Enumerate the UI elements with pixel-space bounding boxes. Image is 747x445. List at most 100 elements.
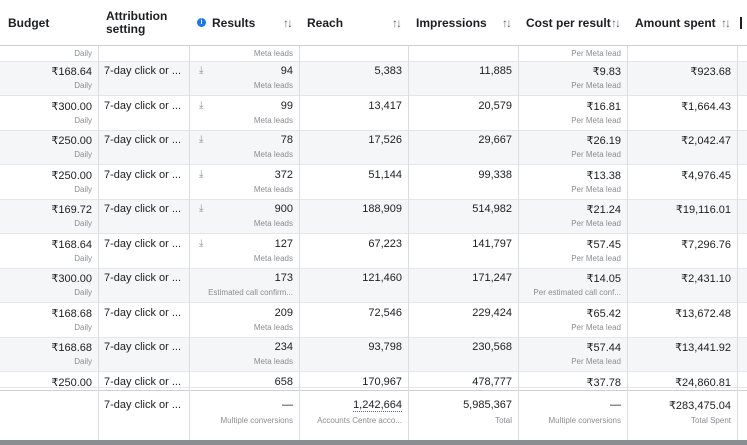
download-icon[interactable]: ⤓ [199,203,204,214]
sort-icon[interactable]: ↑↓ [611,15,621,30]
table-row[interactable]: ₹250.00 7-day click or ... 658 170,967 478,7… [0,373,747,389]
column-header-budget[interactable]: Budget [0,0,98,45]
table-row[interactable]: ₹169.72 Daily 7-day click or ... ⤓ 900 Meta l… [0,200,747,234]
results-value: 127 [274,237,293,250]
totals-impressions-sub: Total [495,416,512,425]
reach-value: 72,546 [368,306,402,319]
reach-value: 17,526 [368,134,402,146]
attribution-setting: 7-day click or ... [104,272,182,284]
cost-per-result-value: ₹9.83 [592,66,621,78]
totals-cost-per-result-sub: Multiple conversions [548,416,621,425]
column-header-reach[interactable]: Reach ↑↓ [299,0,408,45]
cost-per-result-type: Per Meta lead [571,81,621,90]
column-header-attribution[interactable]: Attribution setting [98,0,189,45]
table-row[interactable]: ₹250.00 Daily 7-day click or ... ⤓ 372 Meta l… [0,166,747,200]
column-divider [408,0,409,440]
reach-value: 13,417 [368,99,402,112]
budget-value: ₹168.64 [51,238,92,251]
table-row[interactable]: ₹300.00 Daily 7-day click or ... ⤓ 99 Meta le… [0,97,747,131]
download-icon[interactable]: ⤓ [199,168,204,180]
amount-spent-value: ₹2,042.47 [681,135,731,147]
table-row[interactable]: ₹168.68 Daily 7-day click or ... 234 Meta le… [0,338,747,372]
column-divider [98,0,99,440]
cost-per-result-type: Per Meta lead [571,184,621,194]
column-header-label: Amount spent [635,15,716,30]
sort-icon[interactable]: ↑↓ [392,15,402,30]
table-row-partial[interactable]: Daily Meta leads Per Meta lead [0,46,747,62]
budget-period: Daily [74,288,92,297]
result-type: Meta leads [253,49,293,58]
reach-value: 121,460 [362,272,402,284]
results-value: 94 [280,65,293,77]
column-header-next-partial[interactable] [737,0,747,45]
totals-impressions: 5,985,367 [463,399,512,411]
reach-value: 67,223 [368,237,402,250]
cost-per-result-type: Per Meta lead [571,322,621,332]
column-header-impressions[interactable]: Impressions ↑↓ [408,0,518,45]
amount-spent-value: ₹1,664.43 [681,100,731,113]
horizontal-scrollbar[interactable] [0,440,747,445]
budget-period: Daily [74,322,92,332]
results-value: 78 [280,134,293,146]
budget-period: Daily [74,357,92,366]
budget-period: Daily [74,49,92,58]
column-header-results[interactable]: i Results ↑↓ [189,0,299,45]
budget-period: Daily [74,115,92,125]
results-value: 372 [274,168,293,181]
results-value: 658 [274,375,293,388]
table-row[interactable]: ₹168.68 Daily 7-day click or ... 209 Meta le… [0,304,747,338]
cost-per-result-type: Per Meta lead [571,49,621,58]
budget-value: ₹168.68 [51,307,92,320]
download-icon[interactable]: ⤓ [199,65,204,76]
sort-icon[interactable]: ↑↓ [283,15,293,30]
download-icon[interactable]: ⤓ [199,99,204,111]
cost-per-result-type: Per Meta lead [571,115,621,125]
impressions-value: 99,338 [478,168,512,181]
table-row[interactable]: ₹300.00 Daily 7-day click or ... 173 Estimat… [0,269,747,303]
amount-spent-value: ₹923.68 [690,66,731,78]
table-row[interactable]: ₹168.64 Daily 7-day click or ... ⤓ 94 Meta le… [0,62,747,96]
result-type: Meta leads [253,357,293,366]
budget-value: ₹250.00 [51,169,92,182]
results-value: 99 [280,99,293,112]
results-value: 209 [274,306,293,319]
impressions-value: 478,777 [472,375,512,388]
table-row[interactable]: ₹168.64 Daily 7-day click or ... ⤓ 127 Meta l… [0,235,747,269]
column-header-cost-per-result[interactable]: Cost per result ↑↓ [518,0,627,45]
totals-cost-per-result: — [610,399,621,411]
attribution-setting: 7-day click or ... [104,203,182,215]
table-header: Budget Attribution setting i Results ↑↓ … [0,0,747,46]
impressions-value: 11,885 [479,65,512,77]
budget-value: ₹300.00 [51,273,92,285]
column-divider [518,0,519,440]
cost-per-result-value: ₹57.45 [586,238,621,251]
result-type: Meta leads [253,322,293,332]
result-type: Meta leads [253,150,293,159]
sort-icon[interactable]: ↑↓ [721,15,731,30]
table-row[interactable]: ₹250.00 Daily 7-day click or ... ⤓ 78 Meta le… [0,131,747,165]
info-icon[interactable]: i [197,18,206,27]
impressions-value: 171,247 [472,272,512,284]
download-icon[interactable]: ⤓ [199,237,204,249]
result-type: Meta leads [253,219,293,228]
impressions-value: 229,424 [472,306,512,319]
result-type: Estimated call confirm... [208,288,293,297]
result-type: Meta leads [253,184,293,194]
totals-row: 7-day click or ... — Multiple conversion… [0,390,747,440]
totals-reach-sub: Accounts Centre acco... [317,416,402,425]
attribution-setting: 7-day click or ... [104,65,182,77]
budget-value: ₹168.64 [51,66,92,78]
impressions-value: 514,982 [472,203,512,215]
impressions-value: 141,797 [472,237,512,250]
sort-icon[interactable]: ↑↓ [502,15,512,30]
column-header-amount-spent[interactable]: Amount spent ↑↓ [627,0,737,45]
totals-reach[interactable]: 1,242,664 [353,399,402,412]
totals-results-sub: Multiple conversions [220,416,293,425]
column-header-label: Cost per result [526,15,611,30]
cost-per-result-type: Per Meta lead [571,253,621,263]
budget-period: Daily [74,253,92,263]
amount-spent-value: ₹19,116.01 [675,204,731,216]
attribution-setting: 7-day click or ... [104,168,182,181]
download-icon[interactable]: ⤓ [199,134,204,145]
cost-per-result-value: ₹14.05 [586,273,621,285]
